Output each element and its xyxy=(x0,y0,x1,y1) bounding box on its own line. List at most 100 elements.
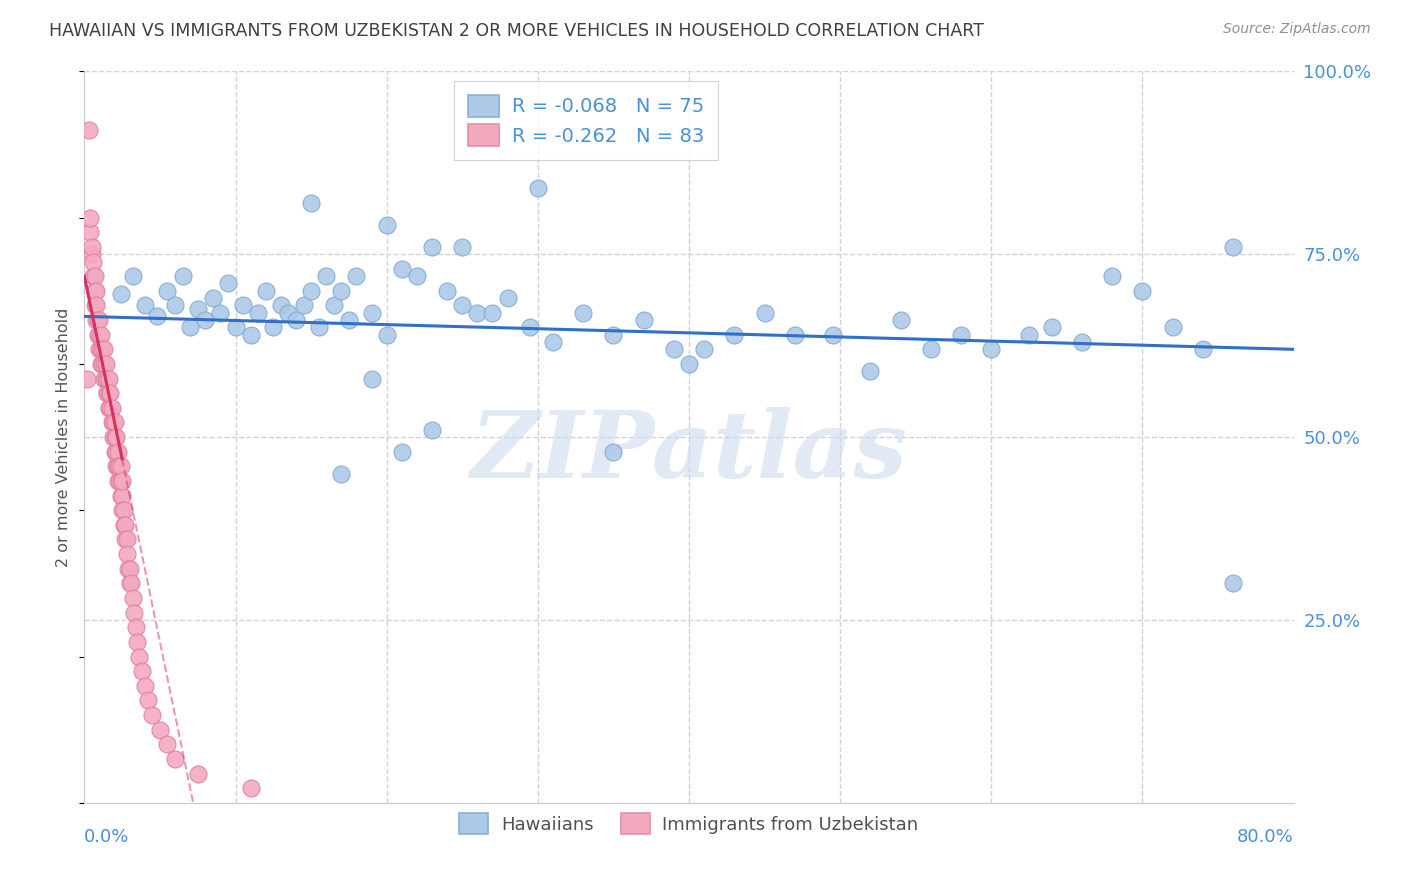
Point xyxy=(84,269,107,284)
Point xyxy=(270,298,292,312)
Point xyxy=(93,357,115,371)
Point xyxy=(107,459,129,474)
Point xyxy=(90,327,112,342)
Point xyxy=(360,306,382,320)
Point xyxy=(239,327,262,342)
Point xyxy=(131,664,153,678)
Y-axis label: 2 or more Vehicles in Household: 2 or more Vehicles in Household xyxy=(56,308,72,566)
Point xyxy=(1130,284,1153,298)
Point xyxy=(82,254,104,268)
Point xyxy=(134,679,156,693)
Point xyxy=(821,327,844,342)
Point xyxy=(346,269,368,284)
Point xyxy=(108,474,131,488)
Point xyxy=(890,313,912,327)
Point xyxy=(104,416,127,430)
Point xyxy=(118,562,141,576)
Point xyxy=(451,240,474,254)
Point xyxy=(112,517,135,532)
Point xyxy=(662,343,685,357)
Point xyxy=(104,430,127,444)
Point xyxy=(127,635,149,649)
Point xyxy=(179,320,201,334)
Point xyxy=(108,459,131,474)
Point xyxy=(97,386,120,401)
Point xyxy=(602,327,624,342)
Point xyxy=(406,269,429,284)
Point xyxy=(136,693,159,707)
Point xyxy=(239,781,262,796)
Point xyxy=(299,284,322,298)
Point xyxy=(96,386,118,401)
Point xyxy=(101,430,124,444)
Point xyxy=(107,474,129,488)
Point xyxy=(1101,269,1123,284)
Point xyxy=(187,766,209,780)
Point xyxy=(107,459,129,474)
Point xyxy=(87,313,110,327)
Text: HAWAIIAN VS IMMIGRANTS FROM UZBEKISTAN 2 OR MORE VEHICLES IN HOUSEHOLD CORRELATI: HAWAIIAN VS IMMIGRANTS FROM UZBEKISTAN 2… xyxy=(49,22,984,40)
Legend: Hawaiians, Immigrants from Uzbekistan: Hawaiians, Immigrants from Uzbekistan xyxy=(453,806,925,841)
Point xyxy=(110,474,132,488)
Point xyxy=(420,240,443,254)
Point xyxy=(165,752,187,766)
Point xyxy=(76,371,98,385)
Text: 80.0%: 80.0% xyxy=(1237,829,1294,847)
Point xyxy=(94,357,117,371)
Point xyxy=(100,416,122,430)
Point xyxy=(80,240,103,254)
Point xyxy=(117,562,139,576)
Point xyxy=(467,306,489,320)
Point xyxy=(322,298,344,312)
Point xyxy=(89,343,111,357)
Point xyxy=(285,313,308,327)
Point xyxy=(337,313,360,327)
Point xyxy=(86,298,108,312)
Point xyxy=(101,416,124,430)
Point xyxy=(87,327,110,342)
Point xyxy=(115,533,138,547)
Point xyxy=(156,737,179,751)
Point xyxy=(783,327,806,342)
Point xyxy=(82,269,104,284)
Point xyxy=(209,306,232,320)
Point xyxy=(723,327,745,342)
Point xyxy=(436,284,458,298)
Point xyxy=(375,327,398,342)
Point xyxy=(128,649,150,664)
Point xyxy=(254,284,277,298)
Point xyxy=(1192,343,1215,357)
Point xyxy=(84,298,107,312)
Point xyxy=(79,225,101,239)
Point xyxy=(120,576,142,591)
Point xyxy=(678,357,700,371)
Point xyxy=(98,401,121,415)
Point xyxy=(1071,334,1094,349)
Point xyxy=(77,123,100,137)
Point xyxy=(950,327,973,342)
Point xyxy=(481,306,503,320)
Point xyxy=(330,284,353,298)
Point xyxy=(104,444,127,458)
Point xyxy=(232,298,254,312)
Point xyxy=(86,313,108,327)
Point xyxy=(375,218,398,232)
Point xyxy=(110,459,132,474)
Point xyxy=(86,284,108,298)
Point xyxy=(572,306,595,320)
Text: 0.0%: 0.0% xyxy=(84,829,129,847)
Point xyxy=(519,320,541,334)
Point xyxy=(247,306,270,320)
Point xyxy=(93,343,115,357)
Point xyxy=(292,298,315,312)
Point xyxy=(146,310,169,324)
Point xyxy=(360,371,382,385)
Point xyxy=(1161,320,1184,334)
Point xyxy=(110,287,132,301)
Point xyxy=(98,386,121,401)
Point xyxy=(391,261,413,276)
Point xyxy=(980,343,1002,357)
Point xyxy=(277,306,299,320)
Point xyxy=(134,298,156,312)
Point xyxy=(496,291,519,305)
